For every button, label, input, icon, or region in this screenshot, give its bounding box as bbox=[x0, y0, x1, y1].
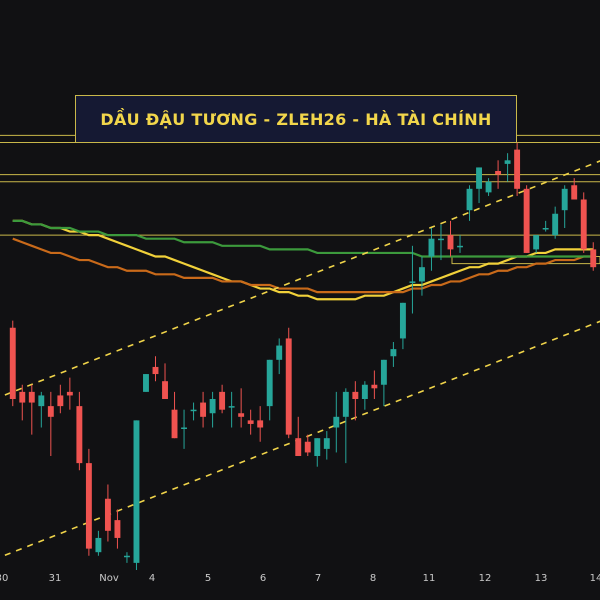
x-tick-label: 4 bbox=[148, 573, 156, 584]
candle-body bbox=[419, 267, 425, 282]
candle-body bbox=[552, 213, 559, 236]
candle-body bbox=[409, 281, 416, 283]
candle-body bbox=[57, 395, 64, 407]
channel-line-upper bbox=[0, 160, 600, 398]
candle-body bbox=[295, 438, 302, 456]
candle-body bbox=[85, 463, 92, 549]
candle-body bbox=[228, 406, 235, 408]
candle-body bbox=[476, 167, 482, 189]
candle-body bbox=[438, 238, 444, 241]
x-tick-label: 14 bbox=[589, 573, 600, 584]
x-tick-label: 13 bbox=[534, 573, 548, 584]
candle-body bbox=[371, 384, 378, 389]
candle-body bbox=[47, 406, 54, 417]
candle-body bbox=[19, 391, 26, 403]
candle-body bbox=[542, 228, 549, 230]
candle-body bbox=[590, 249, 597, 268]
candle-body bbox=[390, 349, 397, 357]
candle-body bbox=[133, 420, 140, 563]
x-tick-label: 12 bbox=[478, 573, 492, 584]
candle-body bbox=[333, 416, 340, 428]
candle-body bbox=[9, 327, 16, 399]
ma-orange-line bbox=[12, 237, 594, 294]
candle-body bbox=[38, 395, 45, 407]
candle-body bbox=[114, 520, 121, 538]
candle-body bbox=[162, 381, 168, 399]
candle-body bbox=[514, 149, 521, 189]
chart-title-box: DẦU ĐẬU TƯƠNG - ZLEH26 - HÀ TÀI CHÍNH bbox=[75, 95, 517, 143]
x-tick-label: 11 bbox=[422, 573, 436, 584]
candle-body bbox=[66, 391, 73, 396]
candle-body bbox=[485, 181, 492, 193]
candle-body bbox=[238, 413, 245, 417]
candle-body bbox=[266, 359, 273, 407]
candle-body bbox=[323, 438, 330, 449]
candle-body bbox=[76, 406, 83, 464]
candle-body bbox=[209, 399, 216, 414]
candle-body bbox=[361, 384, 368, 399]
candle-body bbox=[466, 188, 473, 211]
candle-body bbox=[200, 402, 207, 417]
candle-body bbox=[152, 366, 159, 375]
candle-body bbox=[104, 498, 111, 531]
candle-body bbox=[285, 338, 292, 435]
candle-body bbox=[495, 171, 502, 175]
candle-body bbox=[314, 438, 321, 456]
candle-body bbox=[95, 537, 102, 553]
x-tick-label: Nov bbox=[99, 573, 119, 584]
candle-body bbox=[428, 238, 435, 257]
candle-body bbox=[28, 391, 35, 403]
x-tick-label: 31 bbox=[48, 573, 62, 584]
chart-title: DẦU ĐẬU TƯƠNG - ZLEH26 - HÀ TÀI CHÍNH bbox=[100, 109, 492, 129]
x-tick-label: 5 bbox=[204, 573, 212, 584]
x-tick-label: 6 bbox=[259, 573, 267, 584]
candle-body bbox=[399, 302, 406, 339]
candle-body bbox=[276, 345, 283, 360]
candle-body bbox=[143, 374, 149, 392]
candle-body bbox=[523, 188, 530, 253]
candle-body bbox=[171, 409, 178, 439]
candle-body bbox=[190, 409, 197, 412]
candle-body bbox=[352, 391, 359, 399]
candle-body bbox=[533, 235, 540, 250]
candle-body bbox=[504, 160, 511, 164]
candle-body bbox=[580, 199, 587, 250]
candle-body bbox=[219, 391, 226, 410]
candle-body bbox=[124, 555, 130, 558]
candle-body bbox=[457, 245, 463, 248]
x-tick-label: 30 bbox=[0, 573, 9, 584]
candle-body bbox=[342, 391, 349, 417]
candle-body bbox=[304, 441, 311, 453]
candle-body bbox=[181, 427, 187, 429]
candle-body bbox=[247, 420, 254, 424]
x-tick-label: 7 bbox=[314, 573, 322, 584]
candle-body bbox=[380, 359, 387, 385]
candle-body bbox=[571, 185, 578, 200]
ma-green-line bbox=[12, 219, 594, 258]
candle-body bbox=[447, 235, 454, 250]
candle-body bbox=[561, 188, 568, 211]
x-tick-label: 8 bbox=[369, 573, 377, 584]
candle-body bbox=[257, 420, 264, 428]
ma-yellow-line bbox=[12, 219, 594, 301]
